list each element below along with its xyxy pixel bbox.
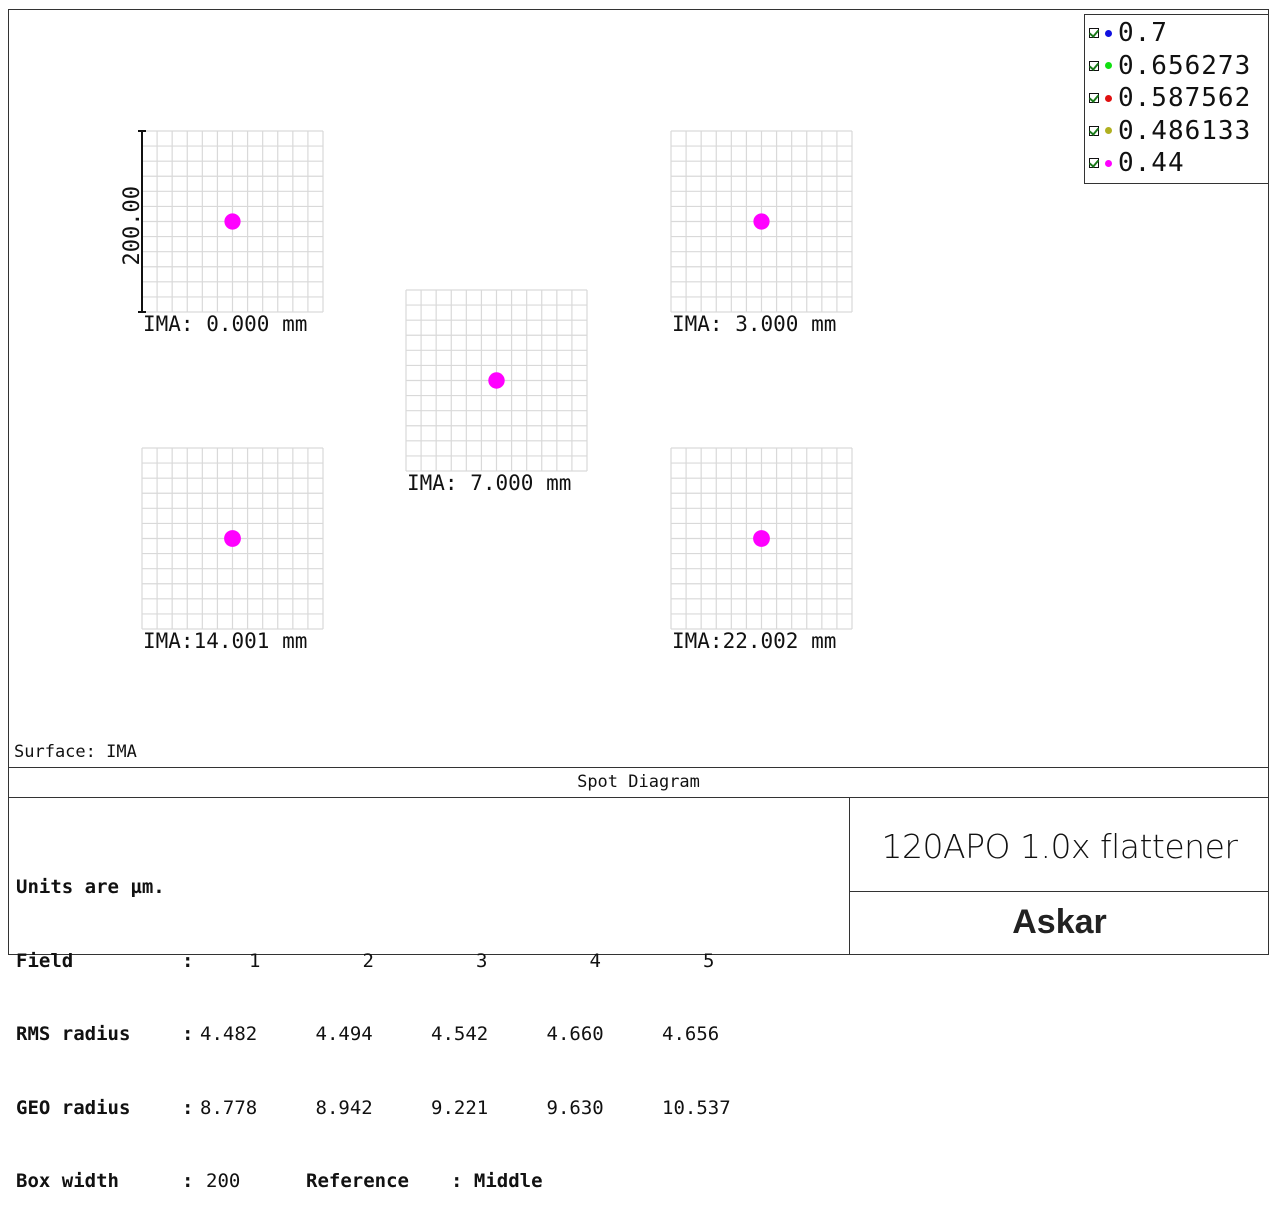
field-spot-box: IMA: 7.000 mm <box>405 289 588 495</box>
geo-value: 8.778 <box>200 1096 258 1119</box>
legend-color-dot <box>1105 127 1112 134</box>
legend-color-dot <box>1105 29 1112 37</box>
field-spot-box: IMA: 3.000 mm <box>670 130 853 336</box>
legend-checkbox[interactable] <box>1089 28 1099 38</box>
geo-value: 8.942 <box>315 1096 373 1119</box>
rms-row: RMS radius : 4.482 4.494 4.542 4.660 4.6… <box>16 1022 776 1047</box>
field-number: 4 <box>589 949 601 972</box>
legend-label: 0.656273 <box>1118 50 1252 81</box>
units-row: Units are µm. <box>16 875 776 900</box>
rms-value: 4.656 <box>662 1023 720 1045</box>
geo-value: 9.630 <box>546 1096 604 1119</box>
field-label: IMA: 7.000 mm <box>407 471 571 495</box>
field-label: IMA: 0.000 mm <box>143 312 307 336</box>
field-label: IMA: 3.000 mm <box>672 312 836 336</box>
spot-diagram-plot: IMA: 0.000 mm IMA: 3.000 mm IMA: 7.000 mm I… <box>120 130 853 653</box>
legend: 0.7 0.656273 0.587562 0.486133 0.44 <box>1084 14 1269 184</box>
field-label: Field <box>16 949 74 972</box>
field-number: 3 <box>476 949 488 972</box>
lens-name: 120APO 1.0x flattener <box>850 797 1269 892</box>
title-block: 120APO 1.0x flattener Askar <box>849 797 1269 955</box>
field-number: 1 <box>249 949 261 972</box>
colon: : <box>182 949 194 972</box>
brand-logo: Askar <box>1012 903 1107 941</box>
units-line: Units are µm. <box>16 876 165 898</box>
legend-label: 0.486133 <box>1118 115 1252 146</box>
spot-point <box>224 213 241 230</box>
field-row: Field : 1 2 3 4 5 <box>16 949 776 974</box>
field-label: IMA:14.001 mm <box>143 629 307 653</box>
rms-value: 4.660 <box>546 1023 604 1045</box>
legend-item[interactable]: 0.7 <box>1089 17 1168 49</box>
rms-value: 4.494 <box>315 1023 373 1045</box>
legend-color-dot <box>1105 62 1112 69</box>
field-spot-box: IMA:14.001 mm <box>141 447 324 653</box>
diagram-frame <box>8 9 1269 955</box>
rms-value: 4.542 <box>431 1023 489 1045</box>
spot-point <box>488 372 505 389</box>
legend-checkbox[interactable] <box>1089 60 1099 71</box>
reference-label: Reference <box>306 1170 409 1192</box>
legend-label: 0.587562 <box>1118 83 1252 113</box>
box-width-value: 200 <box>206 1170 241 1192</box>
geo-row: GEO radius : 8.778 8.942 9.221 9.630 10.… <box>16 1096 776 1121</box>
reference-value: : Middle <box>451 1170 543 1192</box>
legend-item[interactable]: 0.587562 <box>1089 82 1251 114</box>
legend-checkbox[interactable] <box>1089 93 1099 103</box>
legend-checkbox[interactable] <box>1089 125 1099 136</box>
legend-item[interactable]: 0.656273 <box>1089 50 1251 82</box>
rms-label: RMS radius <box>16 1023 131 1045</box>
legend-checkbox[interactable] <box>1089 158 1099 168</box>
spot-point <box>753 213 770 230</box>
chart-title: Spot Diagram <box>8 767 1269 798</box>
field-spot-box: IMA: 0.000 mm <box>141 130 324 336</box>
legend-item[interactable]: 0.44 <box>1089 147 1185 179</box>
field-number: 5 <box>703 949 715 972</box>
legend-item[interactable]: 0.486133 <box>1089 115 1251 147</box>
surface-label: Surface: IMA <box>14 742 137 762</box>
colon: : <box>182 1023 194 1045</box>
spot-point <box>224 530 241 547</box>
info-panel: Units are µm. Field : 1 2 3 4 5 RMS radi… <box>16 826 776 1218</box>
legend-label: 0.7 <box>1118 18 1168 48</box>
legend-color-dot <box>1105 159 1112 167</box>
spot-point <box>753 530 770 547</box>
box-width-row: Box width : 200 Reference : Middle <box>16 1169 776 1194</box>
field-spot-box: IMA:22.002 mm <box>670 447 853 653</box>
colon: : <box>182 1170 194 1192</box>
geo-value: 9.221 <box>431 1096 489 1119</box>
geo-value: 10.537 <box>662 1096 731 1119</box>
geo-label: GEO radius <box>16 1096 131 1119</box>
box-width-label: Box width <box>16 1170 119 1192</box>
scale-bar-label: 200.00 <box>120 186 145 265</box>
rms-value: 4.482 <box>200 1023 258 1045</box>
field-number: 2 <box>362 949 374 972</box>
field-label: IMA:22.002 mm <box>672 629 836 653</box>
legend-color-dot <box>1105 94 1112 102</box>
colon: : <box>182 1096 194 1119</box>
scale-bar: 200.00 <box>120 130 146 313</box>
legend-label: 0.44 <box>1118 148 1185 178</box>
